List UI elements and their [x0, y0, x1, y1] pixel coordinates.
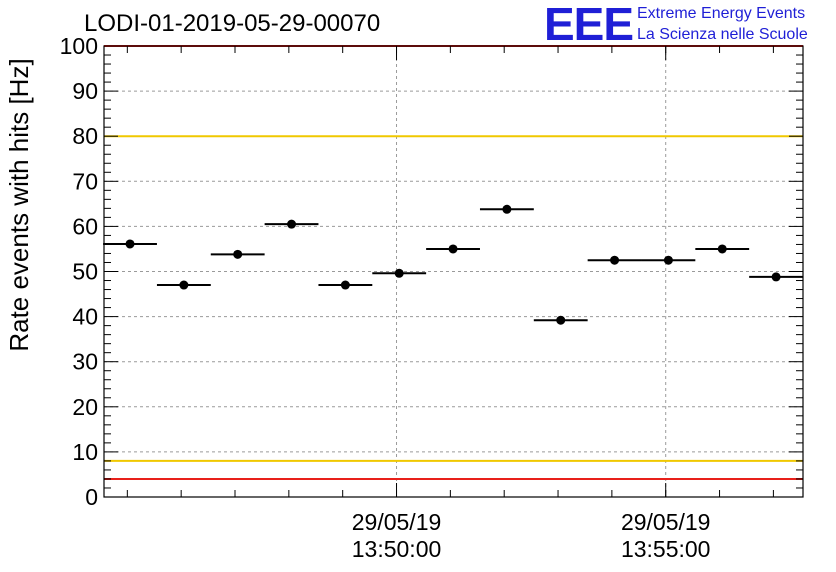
- y-axis-label: Rate events with hits [Hz]: [4, 58, 34, 351]
- y-tick-label: 80: [72, 123, 98, 149]
- chart-title: LODI-01-2019-05-29-00070: [84, 10, 381, 37]
- data-point: [556, 315, 566, 325]
- data-point: [179, 280, 189, 290]
- data-point: [717, 244, 727, 254]
- y-tick-label: 10: [72, 439, 98, 465]
- x-tick-time-label: 13:50:00: [352, 536, 442, 562]
- grid-lines: [104, 46, 803, 497]
- x-tick-date-label: 29/05/19: [621, 509, 711, 535]
- x-tick-date-label: 29/05/19: [352, 509, 442, 535]
- y-tick-label: 70: [72, 168, 98, 194]
- y-axis: 0 10 20 30 40 50 60 70 80 90 100: [60, 33, 803, 510]
- y-tick-label: 20: [72, 394, 98, 420]
- logo-subtitle-line2: La Scienza nelle Scuole: [637, 26, 808, 43]
- data-point: [610, 255, 620, 265]
- data-point: [340, 280, 350, 290]
- x-tick-time-label: 13:55:00: [621, 536, 711, 562]
- data-point: [125, 239, 135, 249]
- logo-letters: EEE: [544, 0, 634, 50]
- eee-logo: EEE Extreme Energy Events La Scienza nel…: [544, 0, 808, 50]
- data-point: [663, 255, 673, 265]
- data-point: [771, 272, 781, 282]
- y-tick-label: 30: [72, 349, 98, 375]
- logo-subtitle-line1: Extreme Energy Events: [637, 5, 806, 22]
- y-tick-label: 40: [72, 304, 98, 330]
- data-point: [287, 219, 297, 229]
- y-tick-label: 100: [60, 33, 98, 59]
- reference-lines: [104, 45, 803, 480]
- y-tick-label: 90: [72, 78, 98, 104]
- data-point: [233, 249, 243, 259]
- data-point: [502, 204, 512, 214]
- y-tick-label: 60: [72, 213, 98, 239]
- y-tick-label: 0: [85, 484, 98, 510]
- y-tick-label: 50: [72, 259, 98, 285]
- data-series: [103, 204, 803, 325]
- data-point: [448, 244, 458, 254]
- data-point: [394, 268, 404, 278]
